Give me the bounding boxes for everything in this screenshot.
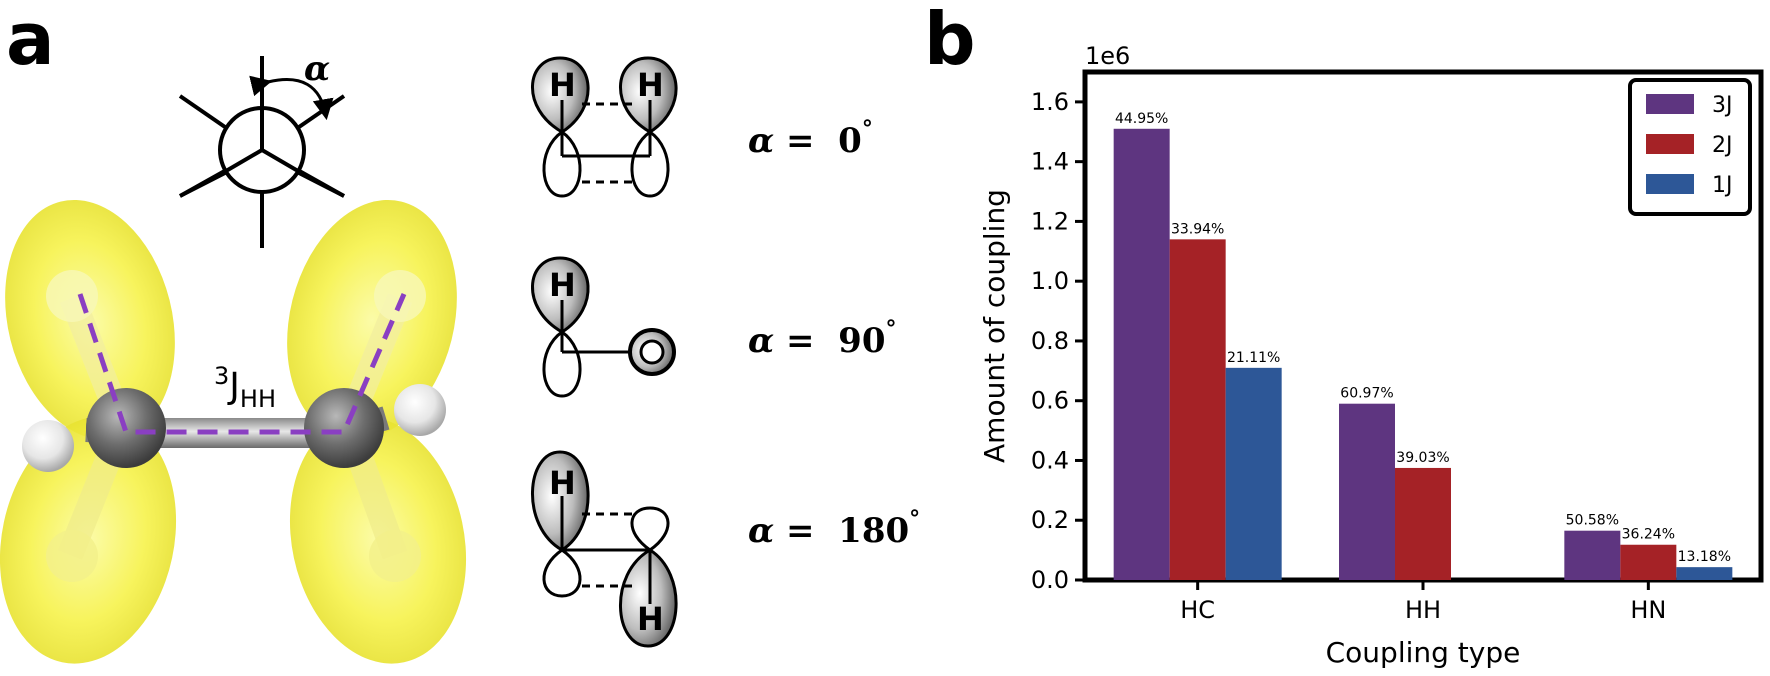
x-tick-label: HH — [1405, 596, 1441, 624]
bar-1J-HN — [1676, 567, 1733, 580]
conformer-label-180: α = 180° — [748, 506, 920, 551]
y-tick-label: 0.2 — [1031, 506, 1069, 534]
conformer-label-0: α = 0° — [748, 116, 873, 161]
bar-value-label: 36.24% — [1622, 527, 1675, 543]
bar-chart: 1e6 0.0 0.2 0.4 0.6 0.8 1.0 1.2 1.4 1.6 HC HH HN 4… — [978, 42, 1764, 669]
bar-3J-HN — [1564, 530, 1621, 580]
bar-value-label: 21.11% — [1227, 350, 1280, 366]
y-tick-label: 0.6 — [1031, 387, 1069, 415]
orbital-h-label: H — [637, 66, 664, 104]
coupling-subscript: HH — [240, 385, 276, 413]
y-tick-label: 1.2 — [1031, 207, 1069, 235]
legend-label: 3J — [1712, 93, 1733, 118]
coupling-main: J — [227, 366, 240, 407]
legend-label: 1J — [1712, 173, 1733, 198]
conformer-value: 180 — [838, 511, 909, 551]
panel-b-label: b — [924, 0, 976, 81]
y-tick-label: 1.6 — [1031, 88, 1069, 116]
newman-projection: α — [178, 49, 346, 248]
y-tick-label: 1.4 — [1031, 148, 1069, 176]
orbital-diagram-0: H H — [531, 56, 678, 198]
conformer-label-90: α = 90° — [748, 316, 897, 361]
y-tick-label: 1.0 — [1031, 267, 1069, 295]
conformer-degree: ° — [862, 116, 873, 142]
bar-value-label: 44.95% — [1115, 111, 1168, 127]
conformer-value: 0 — [838, 121, 862, 161]
y-tick-label: 0.4 — [1031, 446, 1069, 474]
y-tick-label: 0.8 — [1031, 327, 1069, 355]
conformer-degree: ° — [886, 316, 897, 342]
conformer-value: 90 — [838, 321, 885, 361]
bar-3J-HH — [1339, 403, 1395, 580]
x-tick-label: HN — [1630, 596, 1666, 624]
bar-1J-HC — [1225, 367, 1282, 580]
legend-swatch-3J — [1646, 94, 1694, 114]
scale-label: 1e6 — [1085, 42, 1130, 70]
orbital-h-label: H — [549, 66, 576, 104]
conformer-symbol: α — [748, 121, 774, 161]
orbital-h-label: H — [549, 266, 576, 304]
bar-value-label: 50.58% — [1566, 513, 1619, 529]
panel-a-label: a — [6, 0, 55, 81]
ethane-3d-model: 3JHH — [0, 199, 467, 664]
conformer-symbol: α — [748, 511, 774, 551]
y-axis: 0.0 0.2 0.4 0.6 0.8 1.0 1.2 1.4 1.6 — [1031, 88, 1085, 594]
y-tick-label: 0.0 — [1031, 566, 1069, 594]
bar-value-label: 39.03% — [1396, 450, 1449, 466]
bar-2J-HH — [1395, 467, 1451, 580]
x-tick-label: HC — [1180, 596, 1215, 624]
x-axis-label: Coupling type — [1326, 636, 1521, 669]
conformer-symbol: α — [748, 321, 774, 361]
bar-value-label: 60.97% — [1340, 386, 1393, 402]
orbital-diagram-90: H — [531, 256, 676, 398]
conformer-degree: ° — [909, 506, 920, 532]
bar-value-labels: 44.95% 33.94% 21.11% 60.97% 39.03% 50.58%36.2… — [1115, 111, 1731, 565]
orbital-diagram-180: H H — [531, 450, 678, 648]
x-axis: HC HH HN — [1180, 580, 1666, 624]
coupling-label: 3JHH — [214, 362, 276, 413]
bar-3J-HC — [1113, 128, 1170, 580]
conformer-eq: = — [774, 511, 838, 551]
conformer-eq: = — [774, 121, 838, 161]
legend: 3J 2J 1J — [1628, 78, 1752, 216]
orbital-h-label: H — [549, 464, 576, 502]
bar-series — [1113, 128, 1733, 580]
conformer-eq: = — [774, 321, 838, 361]
legend-swatch-1J — [1646, 174, 1694, 194]
y-axis-label: Amount of coupling — [978, 189, 1011, 463]
newman-angle-label: α — [304, 49, 330, 89]
orbital-h-label: H — [637, 600, 664, 638]
bar-2J-HC — [1169, 239, 1226, 580]
legend-label: 2J — [1712, 133, 1733, 158]
bar-2J-HN — [1620, 544, 1677, 580]
bar-value-label: 13.18% — [1678, 549, 1731, 565]
coupling-superscript: 3 — [214, 362, 229, 390]
bar-value-label: 33.94% — [1171, 221, 1224, 237]
legend-swatch-2J — [1646, 134, 1694, 154]
